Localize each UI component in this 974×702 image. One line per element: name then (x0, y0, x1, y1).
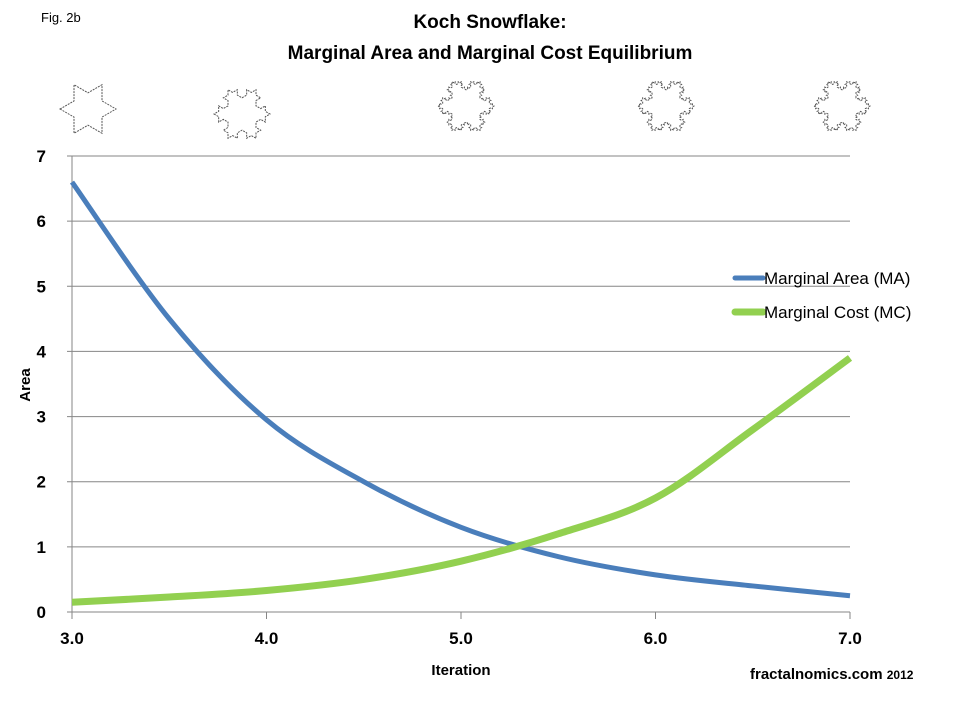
koch-snowflake-icon (813, 80, 871, 132)
y-tick-label: 5 (37, 277, 46, 296)
x-tick-label: 6.0 (644, 629, 668, 648)
x-tick-label: 5.0 (449, 629, 473, 648)
series-line-ma (69, 180, 851, 599)
figure-label: Fig. 2b (41, 10, 81, 25)
y-axis-label: Area (17, 368, 34, 402)
y-tick-label: 7 (37, 147, 46, 166)
credit-site: fractalnomics.com (750, 666, 883, 683)
y-tick-label: 2 (37, 473, 46, 492)
y-tick-label: 6 (37, 212, 46, 231)
credit: fractalnomics.com 2012 (750, 666, 913, 683)
legend-label: Marginal Area (MA) (764, 269, 910, 288)
x-axis-label: Iteration (431, 662, 490, 679)
series-line-mc (71, 355, 853, 606)
x-tick-label: 7.0 (838, 629, 862, 648)
x-tick-label: 4.0 (255, 629, 279, 648)
x-tick-label: 3.0 (60, 629, 84, 648)
chart-title-line-1: Koch Snowflake: (413, 12, 567, 33)
y-tick-label: 1 (37, 538, 46, 557)
y-tick-label: 0 (37, 603, 46, 622)
y-tick-label: 3 (37, 408, 46, 427)
koch-snowflake-icon (437, 80, 495, 132)
chart-title-line-2: Marginal Area and Marginal Cost Equilibr… (287, 43, 693, 64)
legend-label: Marginal Cost (MC) (764, 303, 911, 322)
credit-year: 2012 (886, 668, 914, 682)
koch-snowflake-icon (58, 83, 118, 135)
y-tick-label: 4 (37, 342, 47, 361)
koch-snowflake-icon (637, 80, 695, 132)
koch-snowflake-icon (212, 88, 271, 140)
